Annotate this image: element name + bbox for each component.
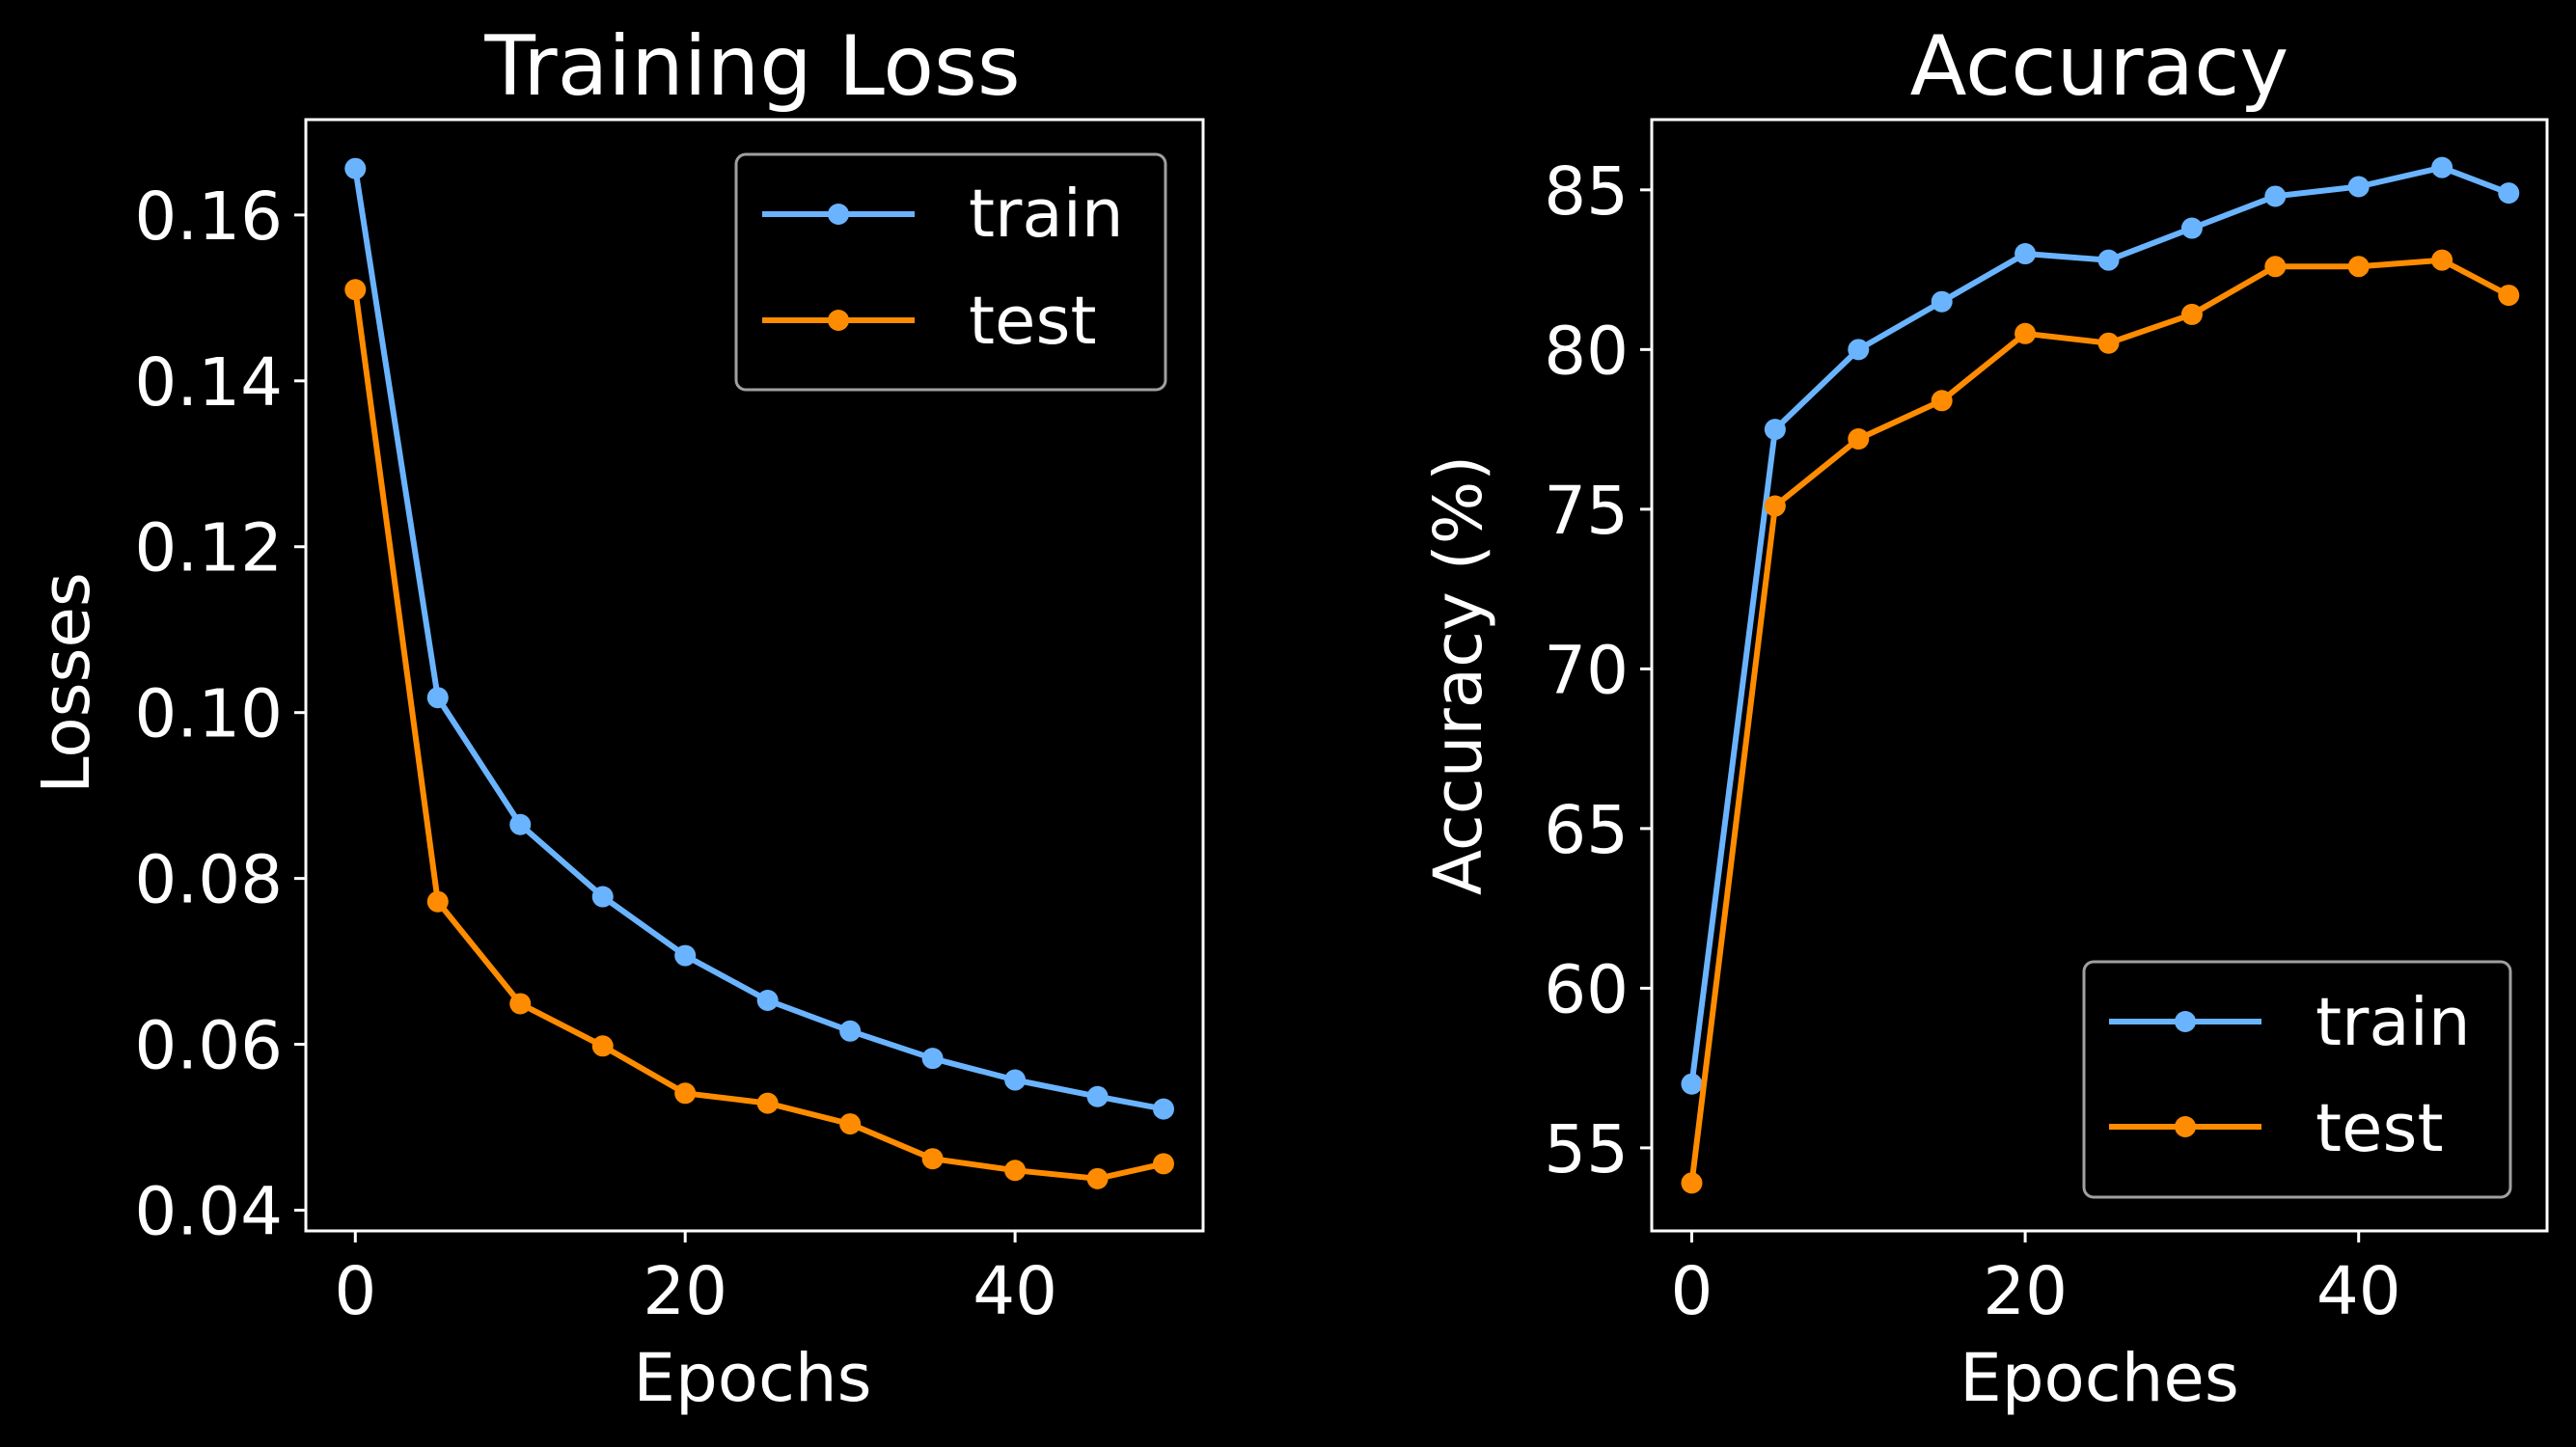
- y-tick-label: 65: [1544, 792, 1629, 869]
- legend: train test: [734, 152, 1167, 392]
- legend-label-test: test: [2316, 1090, 2444, 1167]
- data-point-test: [1086, 1167, 1109, 1189]
- y-tick-label: 0.06: [134, 1008, 283, 1085]
- data-point-test: [2347, 256, 2370, 278]
- legend: train test: [2082, 960, 2512, 1199]
- data-point-train: [1086, 1085, 1109, 1107]
- data-point-train: [1848, 339, 1870, 361]
- data-point-train: [344, 157, 367, 179]
- chart-accuracy: Accuracy 55 60 65 70 75 80 85 0 20 40 Epoches Ac…: [1420, 18, 2549, 1417]
- data-point-train: [591, 886, 614, 908]
- data-point-test: [2264, 256, 2287, 278]
- data-point-test: [2097, 332, 2120, 354]
- data-point-test: [1681, 1172, 1703, 1194]
- x-axis-label: Epochs: [633, 1340, 871, 1417]
- y-tick-label: 60: [1544, 951, 1629, 1028]
- x-tick-label: 40: [973, 1253, 1057, 1330]
- data-point-train: [1931, 290, 1953, 313]
- data-point-test: [2014, 322, 2037, 344]
- data-point-test: [921, 1148, 944, 1170]
- data-point-train: [1004, 1069, 1027, 1091]
- data-point-test: [2180, 303, 2203, 325]
- data-point-test: [1004, 1160, 1027, 1182]
- x-tick-label: 0: [1671, 1253, 1713, 1330]
- plot-frame: [304, 118, 1205, 1233]
- data-point-test: [1848, 428, 1870, 450]
- series-group: [1681, 156, 2520, 1194]
- legend-marker-test: [2175, 1116, 2196, 1137]
- data-point-test: [426, 890, 449, 913]
- y-axis-label: Losses: [28, 572, 105, 794]
- data-point-test: [344, 279, 367, 301]
- y-tick-label: 0.16: [134, 178, 283, 256]
- x-tick-label: 40: [2316, 1253, 2401, 1330]
- y-tick-label: 0.14: [134, 344, 283, 422]
- data-point-train: [1152, 1098, 1174, 1120]
- data-point-test: [1152, 1153, 1174, 1175]
- x-tick-label: 20: [1983, 1253, 2068, 1330]
- data-point-train: [2014, 243, 2037, 265]
- data-point-train: [674, 944, 697, 967]
- data-point-test: [591, 1035, 614, 1057]
- y-tick-label: 0.12: [134, 510, 283, 587]
- legend-marker-train: [828, 204, 849, 225]
- chart-training-loss: Training Loss 0.040.060.080.100.120.140.…: [28, 18, 1205, 1417]
- data-point-test: [2431, 249, 2453, 271]
- y-tick-label: 75: [1544, 473, 1629, 550]
- data-point-test: [1931, 390, 1953, 412]
- data-point-test: [756, 1092, 779, 1114]
- chart-title: Accuracy: [1910, 18, 2289, 115]
- x-axis: 0 20 40: [334, 1231, 1057, 1330]
- chart-title: Training Loss: [483, 18, 1020, 115]
- data-point-test: [674, 1082, 697, 1105]
- x-axis-label: Epoches: [1959, 1340, 2239, 1417]
- legend-label-test: test: [969, 283, 1097, 360]
- data-point-train: [2498, 182, 2520, 205]
- data-point-train: [839, 1020, 862, 1042]
- legend-label-train: train: [969, 176, 1124, 253]
- series-group: [344, 157, 1174, 1189]
- data-point-train: [2347, 176, 2370, 198]
- data-point-train: [921, 1048, 944, 1070]
- y-axis-label: Accuracy (%): [1420, 455, 1497, 895]
- legend-marker-train: [2175, 1011, 2196, 1032]
- y-tick-label: 85: [1544, 153, 1629, 231]
- data-point-train: [756, 990, 779, 1012]
- data-point-train: [2180, 217, 2203, 239]
- x-tick-label: 0: [334, 1253, 376, 1330]
- data-point-test: [2498, 285, 2520, 307]
- y-tick-label: 80: [1544, 313, 1629, 390]
- data-point-test: [1764, 495, 1786, 517]
- y-axis: 0.04 0.06 0.08 0.10 0.12 0.14 0.16: [134, 178, 306, 1251]
- y-tick-label: 0.08: [134, 842, 283, 919]
- data-point-train: [2264, 185, 2287, 207]
- legend-marker-test: [828, 310, 849, 331]
- y-axis: 55 60 65 70 75 80 85: [1544, 153, 1652, 1188]
- data-point-train: [426, 687, 449, 709]
- y-tick-label: 0.10: [134, 676, 283, 753]
- y-tick-label: 70: [1544, 632, 1629, 709]
- data-point-train: [1764, 419, 1786, 441]
- y-tick-label: 0.04: [134, 1174, 283, 1251]
- x-tick-label: 20: [643, 1253, 727, 1330]
- legend-label-train: train: [2316, 984, 2471, 1061]
- data-point-train: [1681, 1073, 1703, 1095]
- data-point-train: [2431, 156, 2453, 178]
- y-tick-label: 55: [1544, 1111, 1629, 1188]
- data-point-test: [839, 1113, 862, 1135]
- data-point-train: [509, 813, 532, 835]
- x-axis: 0 20 40: [1671, 1231, 2401, 1330]
- data-point-test: [509, 993, 532, 1015]
- plot-frame: [1650, 118, 2549, 1233]
- data-point-train: [2097, 249, 2120, 271]
